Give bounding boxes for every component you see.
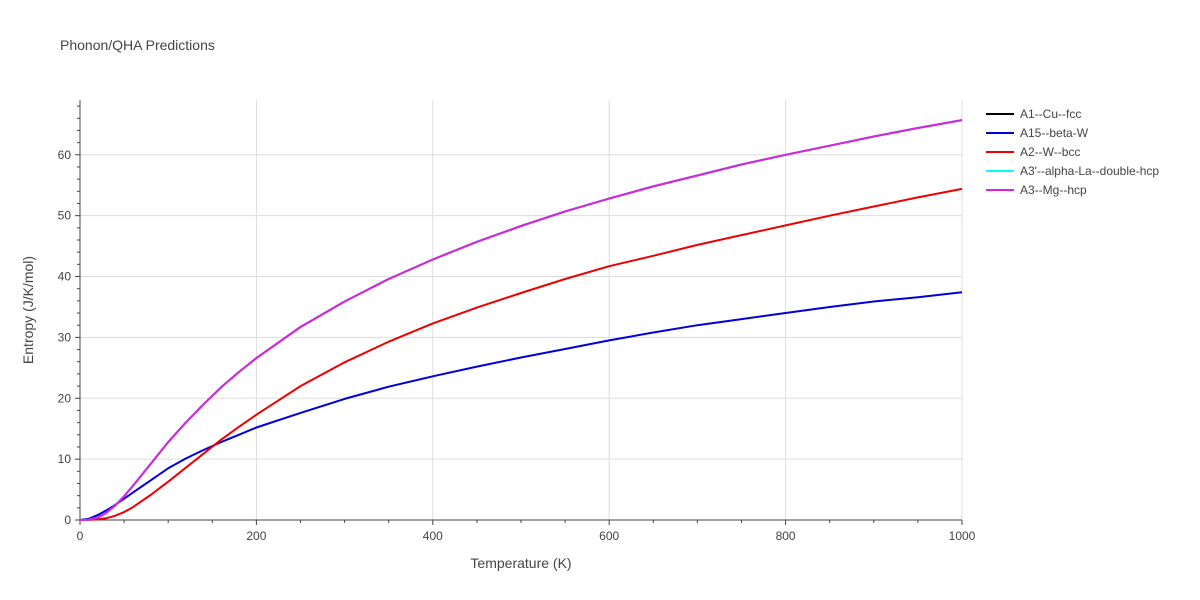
y-tick-label: 30 <box>58 330 72 344</box>
legend-label: A3--Mg--hcp <box>1020 183 1087 197</box>
series-line <box>79 291 963 521</box>
y-tick-label: 40 <box>58 270 72 284</box>
y-tick-label: 60 <box>58 148 72 162</box>
grid <box>80 100 963 520</box>
legend-label: A1--Cu--fcc <box>1020 107 1081 121</box>
x-tick-label: 800 <box>776 529 796 543</box>
chart-title: Phonon/QHA Predictions <box>60 37 215 53</box>
x-tick-label: 200 <box>246 529 266 543</box>
axes: 0 200 400 600 800 1000 0 10 20 30 40 50 60 <box>58 100 976 543</box>
y-tick-label: 10 <box>58 452 72 466</box>
legend-label: A2--W--bcc <box>1020 145 1080 159</box>
y-axis-label: Entropy (J/K/mol) <box>20 256 36 364</box>
x-tick-label: 600 <box>599 529 619 543</box>
y-tick-label: 0 <box>64 513 71 527</box>
series-line <box>79 187 963 521</box>
series-group <box>79 119 963 521</box>
legend-item: A15--beta-W <box>986 126 1089 140</box>
x-axis-label: Temperature (K) <box>470 555 571 571</box>
y-tick-label: 50 <box>58 209 72 223</box>
legend-item: A3'--alpha-La--double-hcp <box>986 164 1159 178</box>
legend-label: A15--beta-W <box>1020 126 1089 140</box>
legend-item: A1--Cu--fcc <box>986 107 1081 121</box>
x-tick-label: 400 <box>423 529 443 543</box>
legend-item: A2--W--bcc <box>986 145 1080 159</box>
x-tick-label: 1000 <box>949 529 976 543</box>
legend-item: A3--Mg--hcp <box>986 183 1087 197</box>
legend: A1--Cu--fcc A15--beta-W A2--W--bcc A3'--alp… <box>986 107 1159 197</box>
series-line <box>79 119 963 521</box>
y-tick-label: 20 <box>58 391 72 405</box>
x-tick-label: 0 <box>77 529 84 543</box>
legend-label: A3'--alpha-La--double-hcp <box>1020 164 1159 178</box>
